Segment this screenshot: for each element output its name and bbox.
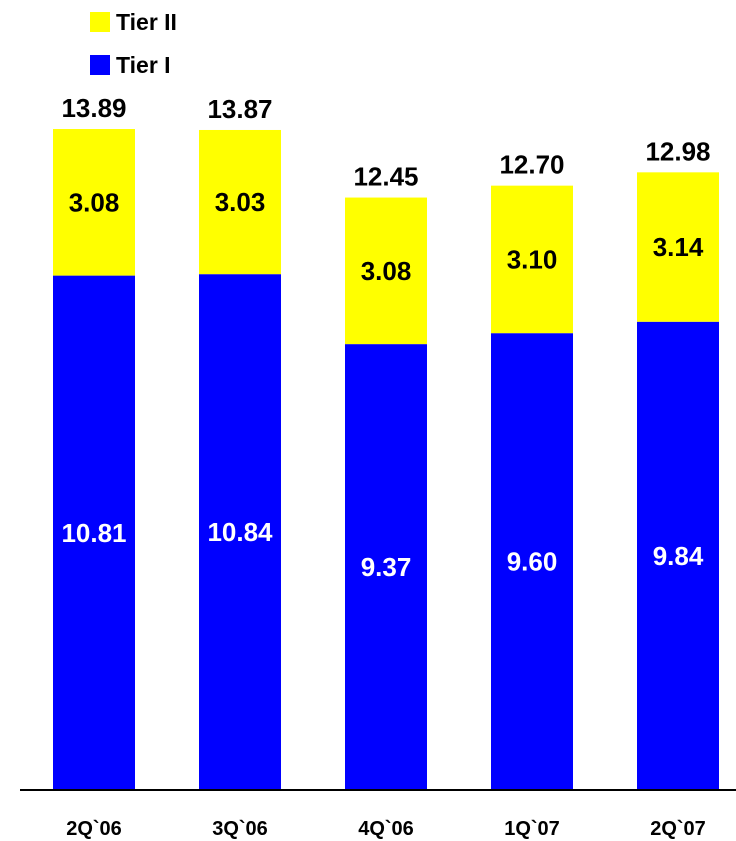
total-label-4q-06: 12.45 <box>353 162 418 192</box>
bar-tier-ii-2q-07 <box>637 172 719 322</box>
bars: 10.81 3.08 13.89 10.84 3.03 13.87 9.37 3.08 12.4… <box>53 93 719 790</box>
legend-swatch-tier-ii <box>90 12 110 32</box>
bar-tier-ii-4q-06 <box>345 197 427 345</box>
value-label-tier-i-4q-06: 9.37 <box>361 552 412 582</box>
total-label-1q-07: 12.70 <box>499 150 564 180</box>
value-label-tier-i-1q-07: 9.60 <box>507 547 558 577</box>
total-label-2q-06: 13.89 <box>61 93 126 123</box>
value-label-tier-ii-4q-06: 3.08 <box>361 256 412 286</box>
bar-tier-ii-1q-07 <box>491 185 573 334</box>
value-label-tier-i-2q-06: 10.81 <box>61 518 126 548</box>
legend-item-tier-i: Tier I <box>90 52 171 78</box>
bar-tier-i-1q-07 <box>491 333 573 790</box>
bar-group-2q-07: 9.84 3.14 12.98 <box>637 136 719 790</box>
bar-group-3q-06: 10.84 3.03 13.87 <box>199 94 281 790</box>
value-label-tier-ii-1q-07: 3.10 <box>507 244 558 274</box>
bar-tier-ii-2q-06 <box>53 129 135 276</box>
legend-item-tier-ii: Tier II <box>90 9 177 35</box>
bar-tier-ii-3q-06 <box>199 129 281 275</box>
legend: Tier II Tier I <box>90 9 177 78</box>
category-label-2q-06: 2Q`06 <box>66 818 122 840</box>
value-label-tier-ii-2q-06: 3.08 <box>69 187 120 217</box>
bar-tier-i-4q-06 <box>345 344 427 790</box>
legend-label-tier-i: Tier I <box>116 52 171 78</box>
value-label-tier-ii-3q-06: 3.03 <box>215 187 266 217</box>
category-labels: 2Q`06 3Q`06 4Q`06 1Q`07 2Q`07 <box>66 818 706 840</box>
value-label-tier-ii-2q-07: 3.14 <box>653 232 704 262</box>
bar-group-2q-06: 10.81 3.08 13.89 <box>53 93 135 790</box>
value-label-tier-i-3q-06: 10.84 <box>207 517 273 547</box>
total-label-2q-07: 12.98 <box>645 136 710 166</box>
value-label-tier-i-2q-07: 9.84 <box>653 541 704 571</box>
bar-tier-i-2q-07 <box>637 321 719 790</box>
legend-swatch-tier-i <box>90 55 110 75</box>
category-label-3q-06: 3Q`06 <box>212 818 268 840</box>
bar-group-1q-07: 9.60 3.10 12.70 <box>491 150 573 790</box>
total-label-3q-06: 13.87 <box>207 94 272 124</box>
category-label-2q-07: 2Q`07 <box>650 818 706 840</box>
category-label-4q-06: 4Q`06 <box>358 818 414 840</box>
legend-label-tier-ii: Tier II <box>116 9 177 35</box>
bar-tier-i-3q-06 <box>199 274 281 790</box>
category-label-1q-07: 1Q`07 <box>504 818 560 840</box>
bar-group-4q-06: 9.37 3.08 12.45 <box>345 162 427 790</box>
bar-tier-i-2q-06 <box>53 275 135 790</box>
